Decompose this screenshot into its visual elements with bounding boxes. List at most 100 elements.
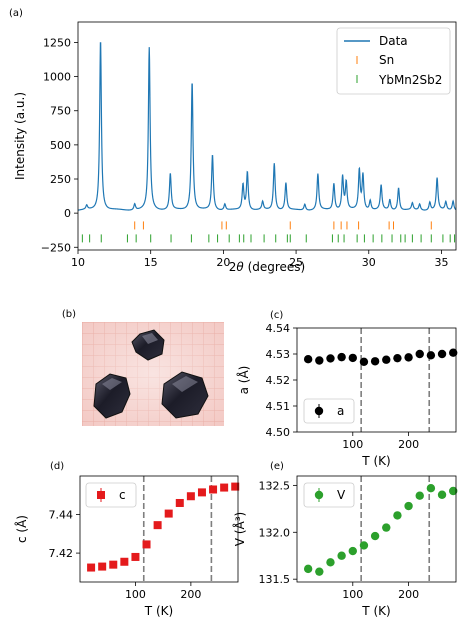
legend-box-e [303,482,355,508]
data-point-c [382,355,391,364]
data-point-d [231,482,240,491]
x-tick-label-a: 30 [362,256,376,269]
y-tick-label-c: 4.53 [266,348,291,361]
legend-label-sn: Sn [379,53,394,67]
legend-label-d: c [119,488,126,502]
data-point-d [120,557,129,566]
data-point-e [370,531,380,541]
y-tick-label-c: 4.50 [266,426,291,439]
data-point-e [382,523,391,532]
data-point-c [404,353,413,362]
data-point-d [98,562,107,571]
legend-d: c [85,482,137,508]
data-point-c [449,348,458,357]
panel-label-e: (e) [270,461,284,472]
data-point-e [415,491,424,500]
panel-label-a: (a) [9,8,23,19]
data-point-e [303,564,313,574]
data-point-d [87,563,96,572]
x-tick-label-c: 100 [342,438,363,451]
data-point-c [337,352,346,362]
y-tick-label-a: 250 [50,173,71,186]
data-point-d [164,509,173,518]
data-point-d [197,488,206,497]
x-tick-label-a: 25 [289,256,303,269]
x-tick-label-e: 100 [342,588,363,601]
data-point-c [359,357,369,366]
data-point-d [175,498,184,507]
data-point-e [404,501,413,511]
y-tick-label-c: 4.52 [266,374,291,387]
legend-label-c: a [337,404,344,418]
data-point-c [415,349,424,359]
legend-a: Data Sn YbMn2Sb2 [336,27,451,95]
x-tick-label-a: 20 [216,256,230,269]
x-axis-label-d: T (K) [144,604,173,618]
legend-c: a [303,398,355,424]
axes-frame-e [296,475,457,583]
legend-e: V [303,482,355,508]
data-point-c [315,356,324,365]
data-point-e [315,567,324,576]
x-tick-label-d: 100 [125,588,146,601]
x-tick-label-d: 200 [180,588,201,601]
y-tick-label-a: 1250 [43,36,71,49]
data-point-c [426,351,436,360]
legend-box-a [336,27,451,95]
data-point-c [437,349,447,359]
data-point-e [337,551,346,560]
y-tick-label-a: −250 [41,241,71,254]
x-axis-label-a: 2θ (degrees) [229,260,305,274]
axes-frame-c [296,327,457,433]
data-point-e [326,558,335,567]
panel-label-c: (c) [270,310,283,321]
y-axis-label-a: Intensity (a.u.) [13,92,27,180]
data-point-d [109,560,118,569]
data-point-c [348,353,357,363]
x-tick-label-e: 200 [398,588,419,601]
y-tick-label-a: 1000 [43,71,71,84]
y-tick-label-d: 7.44 [49,509,74,522]
axes-frame-d [79,475,239,583]
data-point-d [142,540,151,549]
y-tick-label-c: 4.51 [266,400,291,413]
y-tick-label-a: 0 [64,207,71,220]
x-axis-label-e: T (K) [361,604,390,618]
data-point-e [437,490,447,499]
data-point-d [209,485,218,494]
y-axis-label-d: c (Å) [14,515,29,543]
crystal-2 [93,373,131,419]
data-point-c [326,354,335,363]
y-axis-label-e: V (Å³) [232,512,247,546]
data-series-line [78,42,456,211]
y-tick-label-e: 132.5 [259,479,291,492]
x-tick-label-a: 35 [434,256,448,269]
x-tick-label-a: 15 [144,256,158,269]
legend-box-c [303,398,355,424]
y-tick-label-c: 4.54 [266,322,291,335]
y-tick-label-e: 131.5 [259,573,291,586]
data-point-c [393,353,402,363]
x-tick-label-a: 10 [71,256,85,269]
data-point-e [449,486,458,496]
legend-marker-c [314,406,324,416]
x-tick-label-c: 200 [398,438,419,451]
crystal-photo [82,322,224,426]
y-tick-label-e: 132.0 [259,526,291,539]
data-point-d [153,521,162,530]
legend-label-data: Data [379,34,408,48]
data-point-c [370,357,380,366]
legend-box-d [85,482,137,508]
x-axis-label-c: T (K) [361,454,390,468]
data-point-c [303,355,313,364]
data-point-e [393,511,402,520]
data-point-e [426,483,436,493]
data-point-d [186,492,195,501]
y-tick-label-a: 750 [50,105,71,118]
panel-label-d: (d) [50,461,64,472]
legend-marker-e [314,490,324,500]
data-point-e [348,546,357,556]
data-point-d [220,483,229,492]
y-tick-label-a: 500 [50,139,71,152]
data-point-e [359,541,369,550]
